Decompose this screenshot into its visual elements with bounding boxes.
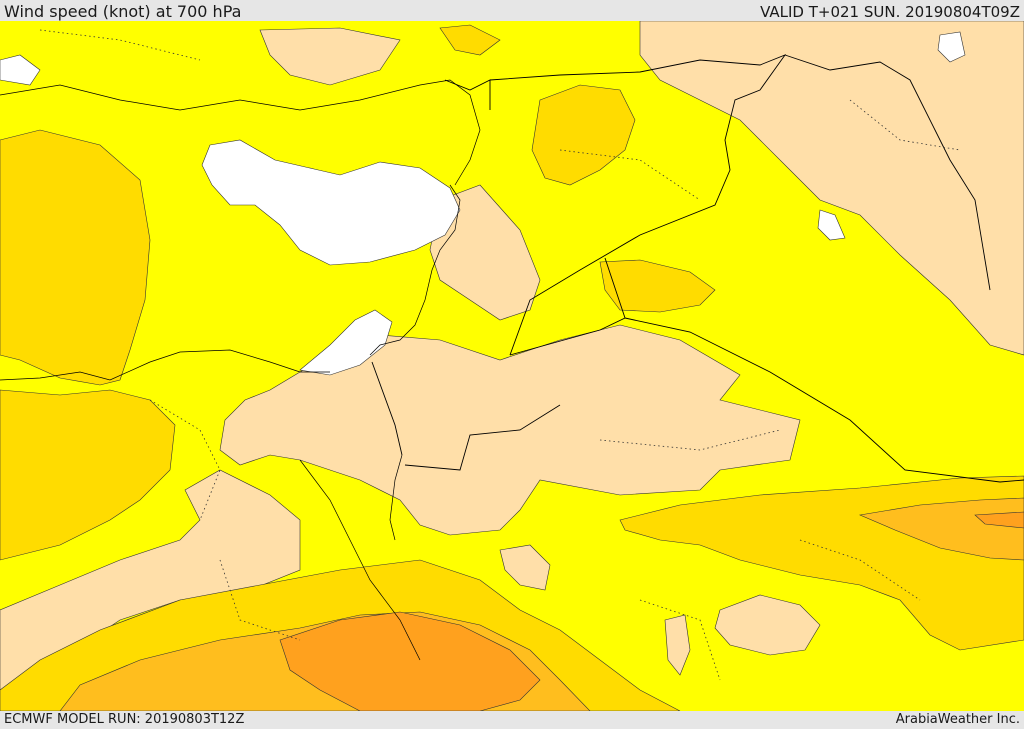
border-iraq-saudi — [624, 317, 1024, 483]
credit-label: ArabiaWeather Inc. — [895, 712, 1020, 727]
fresh-area-iraq-west — [599, 259, 716, 313]
border-jordan-saudi — [404, 404, 561, 471]
border-turkey-syria — [444, 79, 491, 110]
footer-bar — [0, 711, 1024, 729]
province-borders — [39, 29, 961, 681]
light-area-north-coast — [259, 27, 401, 86]
calm-area-coast — [299, 309, 393, 376]
valid-time: VALID T+021 SUN. 20190804T09Z — [760, 3, 1020, 21]
fresh-area-libya — [0, 389, 176, 561]
strong-area-east — [858, 497, 1024, 561]
light-area-sinai-jordan — [219, 324, 801, 536]
calm-area-east-med — [201, 139, 461, 266]
wind-speed-map — [0, 21, 1024, 711]
coastlines — [0, 79, 481, 661]
light-area-saudi — [714, 594, 821, 656]
very-strong-area-south — [279, 611, 541, 711]
light-area-iraq — [639, 21, 1024, 356]
fresh-area-syria — [531, 84, 636, 186]
coast-turkey — [0, 79, 481, 186]
country-borders — [371, 54, 1024, 483]
calm-wind-areas — [0, 31, 966, 376]
light-area-red-sea — [664, 614, 691, 676]
light-area-sudan-edge — [499, 544, 551, 591]
very-strong-wind-areas — [279, 511, 1024, 711]
header-bar — [0, 0, 1024, 21]
border-jordan-iraq — [509, 257, 626, 356]
coast-red-sea-west — [299, 459, 421, 661]
border-egypt-israel — [371, 361, 403, 456]
very-strong-area-east — [974, 511, 1024, 529]
fresh-area-west — [0, 129, 151, 386]
calm-area-gulf-island — [817, 209, 846, 241]
border-iraq-iran — [784, 54, 991, 291]
model-run-label: ECMWF MODEL RUN: 20190803T12Z — [4, 712, 245, 727]
coast-gulf-of-aqaba — [389, 454, 403, 541]
border-syria-iraq — [489, 54, 787, 356]
light-wind-areas — [0, 21, 1024, 691]
fresh-area-turkey — [439, 24, 501, 56]
coast-north-africa — [0, 349, 330, 381]
coast-levant — [369, 184, 461, 356]
calm-area-aegean — [0, 54, 41, 86]
light-area-levant — [429, 184, 541, 321]
map-title: Wind speed (knot) at 700 hPa — [4, 2, 242, 21]
calm-area-caspian — [937, 31, 966, 63]
